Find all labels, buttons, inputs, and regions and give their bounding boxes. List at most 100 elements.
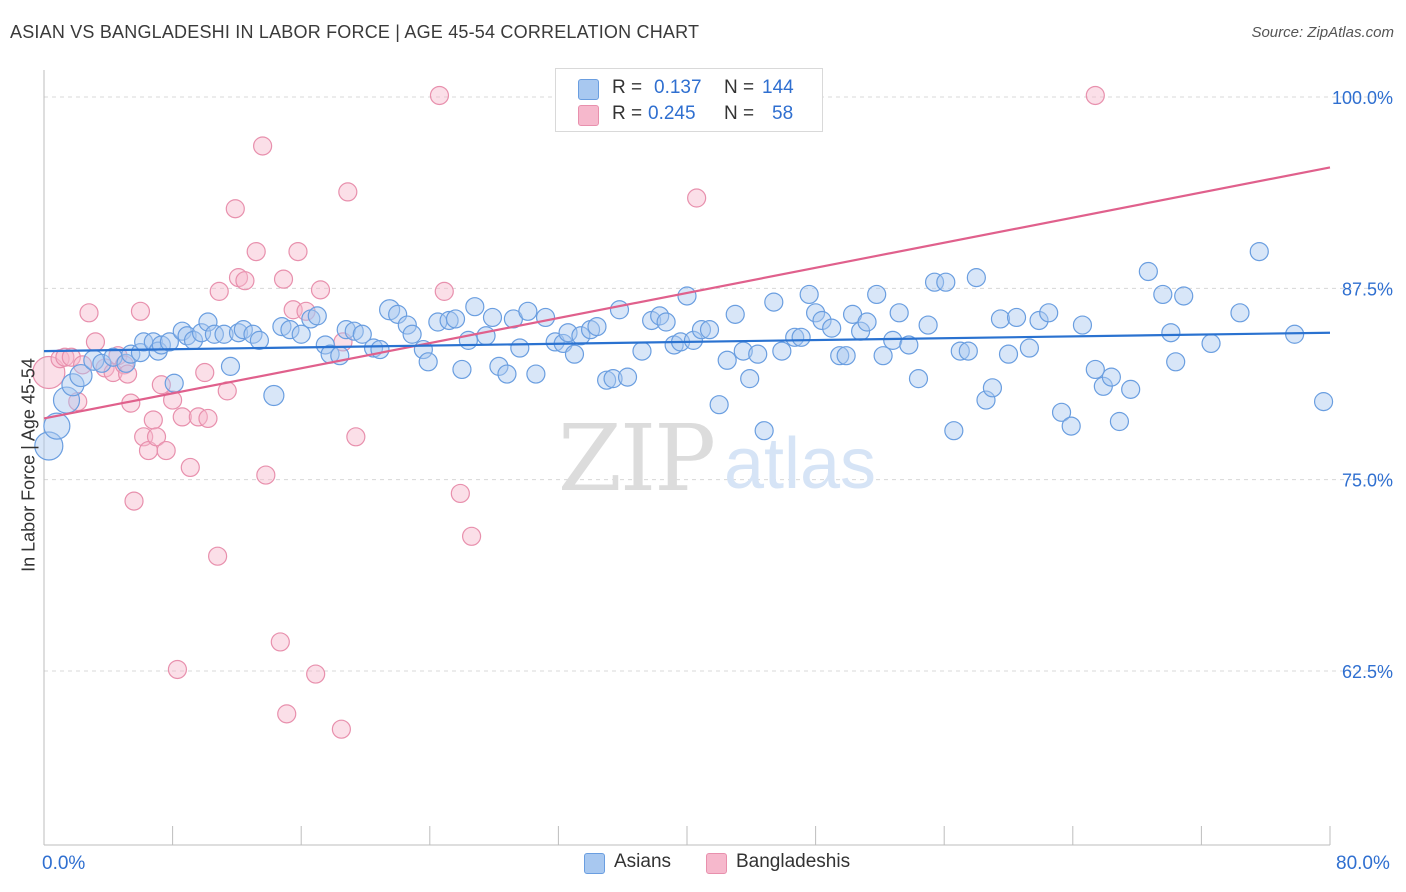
asian-point bbox=[918, 315, 938, 335]
bangladeshi-point bbox=[246, 241, 266, 262]
asian-point bbox=[233, 320, 253, 340]
asian-point bbox=[982, 378, 1003, 398]
asian-point bbox=[1101, 367, 1121, 387]
asian-point bbox=[1085, 359, 1105, 380]
bangladeshi-point bbox=[124, 491, 144, 511]
bangladeshi-point bbox=[188, 407, 208, 427]
asian-point bbox=[280, 320, 300, 340]
asian-point bbox=[315, 335, 335, 355]
asian-point bbox=[597, 370, 617, 390]
asian-point bbox=[1138, 261, 1158, 282]
asian-point bbox=[1019, 338, 1039, 358]
x-tick-label-max: 80.0% bbox=[1336, 853, 1390, 874]
bangladeshi-point bbox=[143, 410, 163, 430]
asian-point bbox=[857, 312, 877, 332]
asian-point bbox=[489, 356, 509, 376]
asian-point bbox=[883, 330, 903, 350]
asian-point bbox=[976, 390, 996, 410]
asian-point bbox=[370, 339, 390, 360]
asian-point bbox=[69, 363, 93, 388]
asian-point bbox=[656, 312, 676, 332]
asian-point bbox=[603, 369, 623, 389]
asian-point bbox=[497, 364, 517, 384]
asian-point bbox=[1006, 307, 1027, 328]
asian-point bbox=[1051, 402, 1072, 422]
asian-point bbox=[908, 369, 929, 389]
asian-point bbox=[352, 324, 372, 344]
asian-point bbox=[1039, 303, 1059, 323]
asian-point bbox=[740, 369, 760, 389]
bangladeshi-point bbox=[256, 465, 276, 485]
asian-point bbox=[924, 272, 945, 292]
asian-point bbox=[791, 327, 811, 347]
asian-point bbox=[873, 346, 893, 366]
asian-point bbox=[61, 373, 85, 397]
asian-points bbox=[34, 241, 1334, 461]
bangladeshi-point bbox=[429, 85, 450, 106]
asian-point bbox=[1161, 323, 1181, 343]
asian-point bbox=[263, 384, 285, 407]
y-axis-label: In Labor Force | Age 45-54 bbox=[18, 358, 39, 572]
asian-point bbox=[799, 284, 819, 305]
bangladeshi-point bbox=[434, 281, 454, 301]
y-tick-label: 62.5% bbox=[1342, 662, 1393, 682]
asian-point bbox=[1313, 392, 1334, 412]
trend-lines bbox=[43, 166, 1331, 420]
asian-point bbox=[1201, 333, 1221, 354]
bangladeshi-point bbox=[338, 182, 358, 202]
asian-point bbox=[220, 356, 241, 376]
asian-point bbox=[482, 307, 503, 328]
x-tick-label-min: 0.0% bbox=[42, 853, 86, 874]
bangladeshi-point bbox=[208, 546, 228, 566]
asian-point bbox=[990, 309, 1011, 329]
asian-point bbox=[805, 303, 826, 323]
bangladeshi-point bbox=[273, 269, 294, 289]
bangladeshi-point bbox=[253, 136, 273, 156]
asian-point bbox=[1230, 303, 1250, 323]
asian-point bbox=[1174, 286, 1194, 306]
legend-r-label: R = bbox=[612, 77, 643, 98]
source-credit: Source: ZipAtlas.com bbox=[1251, 24, 1394, 41]
asian-point bbox=[617, 367, 638, 387]
bangladeshi-swatch bbox=[706, 853, 727, 874]
axes bbox=[43, 70, 1331, 846]
bangladeshi-point bbox=[687, 188, 707, 208]
grid-lines bbox=[44, 96, 1392, 672]
legend-n-value: 58 bbox=[772, 103, 794, 124]
asian-point bbox=[830, 346, 850, 366]
watermark-zip: ZIP bbox=[558, 405, 714, 512]
bangladeshi-point bbox=[130, 301, 151, 321]
bangladeshi-point bbox=[167, 659, 188, 680]
asian-point bbox=[291, 324, 311, 344]
asian-point bbox=[116, 353, 136, 373]
bangladeshi-point bbox=[235, 271, 255, 291]
bangladeshi-point bbox=[1085, 85, 1105, 106]
asian-point bbox=[1166, 352, 1186, 372]
asian-point bbox=[709, 395, 729, 415]
bangladeshi-point bbox=[146, 427, 167, 447]
legend-r-value: 0.245 bbox=[648, 103, 696, 124]
asian-point bbox=[1109, 411, 1130, 432]
asian-point bbox=[418, 352, 438, 372]
asian-point bbox=[754, 421, 774, 441]
bangladeshi-point bbox=[156, 440, 176, 461]
asian-point bbox=[748, 344, 768, 364]
asian-point bbox=[683, 330, 704, 350]
asian-point bbox=[526, 364, 546, 384]
asian-point bbox=[899, 335, 919, 355]
asian-point bbox=[445, 309, 466, 329]
asian-point bbox=[944, 421, 964, 441]
bangladeshi-point bbox=[180, 457, 200, 478]
bangladeshi-point bbox=[209, 281, 229, 301]
asian-point bbox=[1153, 284, 1173, 305]
asian-point bbox=[699, 320, 720, 340]
asian-point bbox=[535, 307, 556, 328]
legend-n-value: 144 bbox=[762, 77, 794, 98]
asian-point bbox=[587, 317, 607, 337]
asian-point bbox=[936, 272, 956, 292]
bangladeshi-trend-line bbox=[43, 166, 1331, 420]
legend-n-label: N = bbox=[724, 103, 755, 124]
legend-n-label: N = bbox=[724, 77, 755, 98]
bangladeshi-point bbox=[225, 199, 245, 219]
